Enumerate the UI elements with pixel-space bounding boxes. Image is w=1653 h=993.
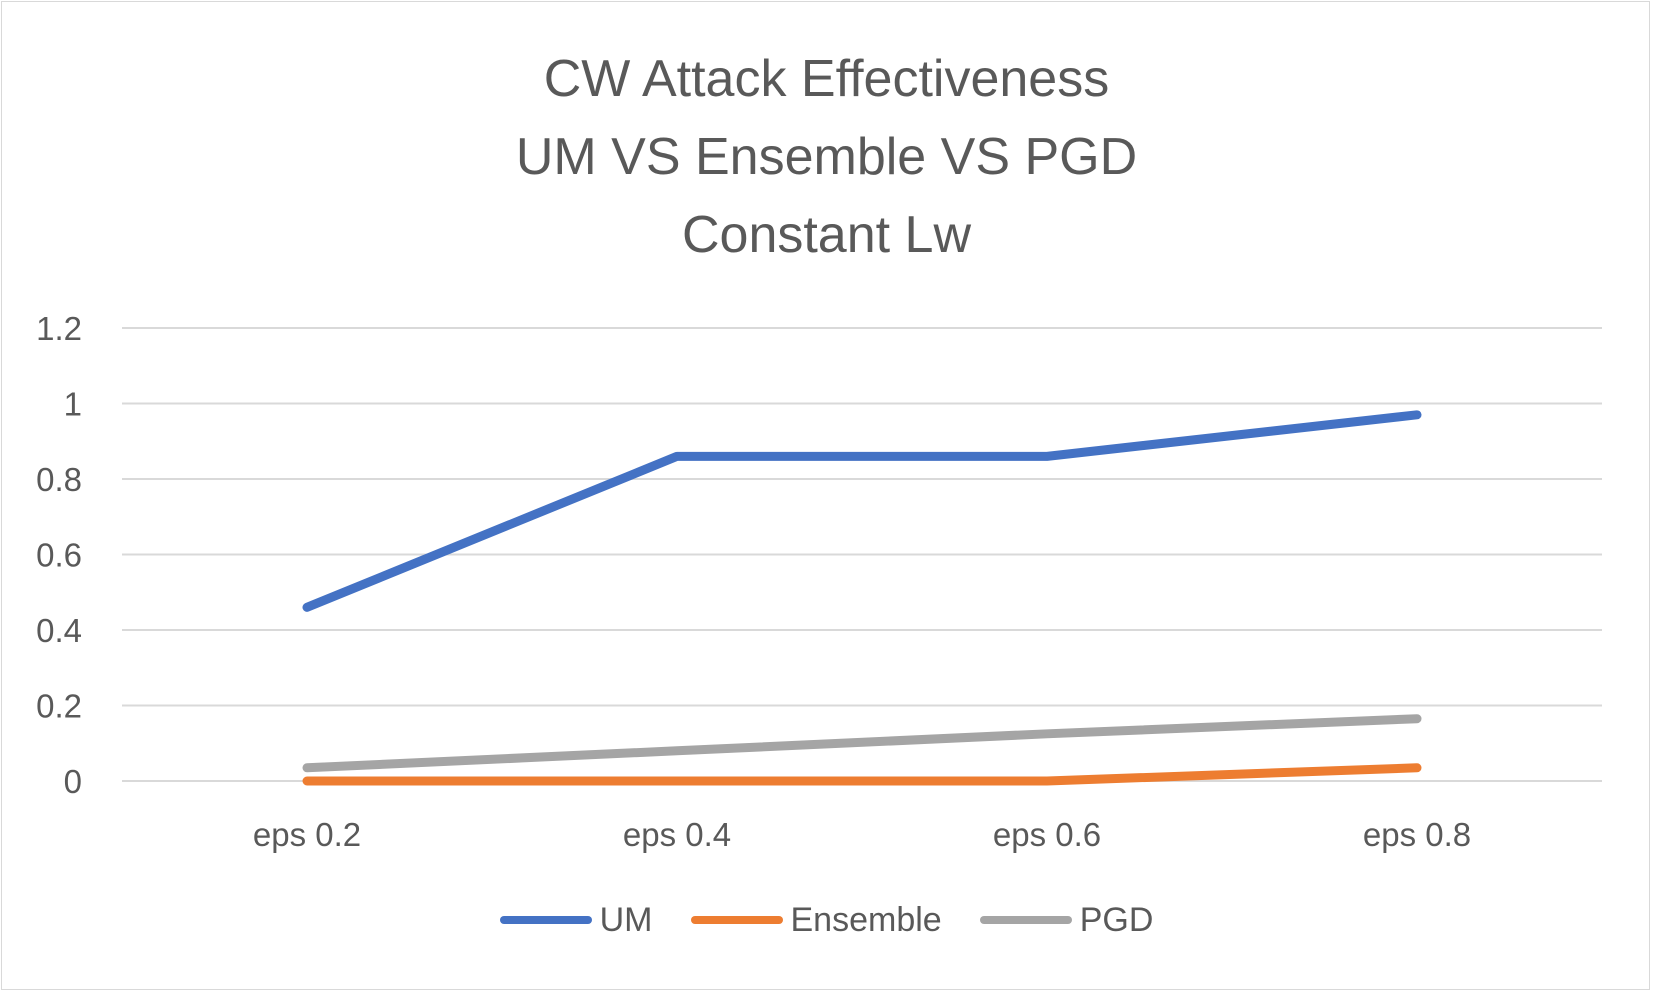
legend-label: PGD	[1079, 901, 1154, 939]
legend-label: UM	[599, 901, 653, 939]
x-tick-label: eps 0.2	[253, 816, 361, 853]
legend-swatch	[979, 916, 1072, 924]
series-line-ensemble	[302, 763, 1422, 786]
series-lines	[302, 410, 1422, 786]
y-axis-ticks: 0 0.2 0.4 0.6 0.8 1 1.2	[36, 310, 82, 800]
legend-swatch	[690, 916, 783, 924]
legend-item-um: UM	[499, 900, 653, 940]
series-line-pgd	[302, 714, 1422, 773]
series-line-um	[302, 410, 1422, 612]
x-axis-ticks: eps 0.2 eps 0.4 eps 0.6 eps 0.8	[253, 816, 1471, 853]
y-tick-label: 0.2	[36, 688, 82, 725]
y-tick-label: 0.6	[36, 537, 82, 574]
chart-title: CW Attack Effectiveness UM VS Ensemble V…	[0, 40, 1653, 274]
y-tick-label: 0	[64, 763, 82, 800]
legend-label: Ensemble	[790, 901, 942, 939]
y-tick-label: 1	[64, 386, 82, 423]
x-tick-label: eps 0.4	[623, 816, 731, 853]
legend-swatch	[499, 916, 592, 924]
y-tick-label: 0.8	[36, 461, 82, 498]
chart-title-line-3: Constant Lw	[681, 206, 972, 264]
legend: UM Ensemble PGD	[0, 900, 1653, 940]
y-tick-label: 1.2	[36, 310, 82, 347]
legend-item-pgd: PGD	[979, 900, 1154, 940]
chart-title-line-1: CW Attack Effectiveness	[543, 50, 1110, 108]
chart-title-line-2: UM VS Ensemble VS PGD	[515, 128, 1138, 186]
x-tick-label: eps 0.6	[993, 816, 1101, 853]
y-tick-label: 0.4	[36, 612, 82, 649]
x-tick-label: eps 0.8	[1363, 816, 1471, 853]
legend-item-ensemble: Ensemble	[690, 900, 942, 940]
gridlines	[122, 327, 1602, 782]
